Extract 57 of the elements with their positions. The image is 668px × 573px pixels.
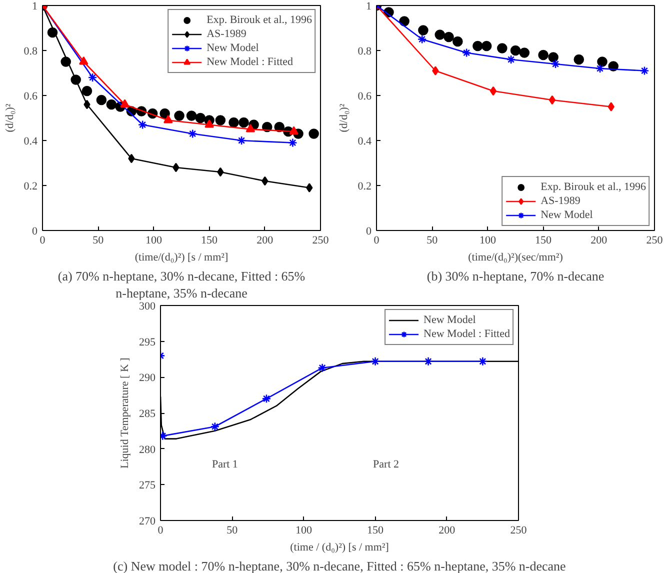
x-tick-label: 0 xyxy=(158,524,164,536)
legend-label: New Model xyxy=(540,208,593,222)
x-tick-label: 150 xyxy=(201,234,218,246)
legend-label: New Model : Fitted xyxy=(424,327,510,341)
x-tick-label: 150 xyxy=(535,234,552,246)
y-tick-label: 300 xyxy=(139,300,156,312)
x-tick-label: 150 xyxy=(367,524,384,536)
legend-label: AS-1989 xyxy=(540,194,580,208)
x-tick-label: 50 xyxy=(226,524,238,536)
y-tick-label: 0.4 xyxy=(24,136,38,148)
x-tick-label: 0 xyxy=(374,234,380,246)
x-tick-label: 250 xyxy=(646,234,664,246)
y-tick-label: 0.6 xyxy=(358,90,372,102)
legend-label: AS-1989 xyxy=(206,27,246,41)
x-tick-label: 100 xyxy=(479,234,496,246)
y-tick-label: 285 xyxy=(139,408,156,420)
annotation: Part 2 xyxy=(373,458,400,471)
y-axis-title: Liquid Temperature [ K ] xyxy=(119,358,131,469)
x-axis-title: (time/(d₀)²) [s / mm²] xyxy=(134,252,228,264)
text: (c) New model : 70% n-heptane, 30% n-decane, Fitted : 65% n-heptane, 35% n-decane xyxy=(113,558,566,573)
x-tick-label: 100 xyxy=(145,234,162,246)
y-tick-label: 0.8 xyxy=(24,46,38,58)
x-tick-label: 50 xyxy=(426,234,438,246)
y-tick-label: 0.6 xyxy=(24,90,38,102)
y-tick-label: 280 xyxy=(139,444,156,456)
legend-label: New Model xyxy=(424,313,476,327)
x-tick-label: 0 xyxy=(40,234,46,246)
x-tick-label: 250 xyxy=(312,234,330,246)
legend-label: Exp. Birouk et al., 1996 xyxy=(206,13,312,27)
y-tick-label: 0.4 xyxy=(358,136,372,148)
x-tick-label: 200 xyxy=(438,524,456,536)
y-tick-label: 270 xyxy=(139,516,156,528)
text: (a) 70% n-heptane, 30% n-decane, Fitted : 65% n-heptane, 35% n-decane xyxy=(58,268,306,300)
x-axis-title: (time / (d₀)²) [s / mm²] xyxy=(290,542,389,554)
y-tick-label: 0.2 xyxy=(358,180,372,192)
x-tick-label: 200 xyxy=(590,234,608,246)
y-tick-label: 290 xyxy=(139,372,156,384)
y-tick-label: 275 xyxy=(139,480,156,492)
x-tick-label: 200 xyxy=(256,234,274,246)
text: (b) 30% n-heptane, 70% n-decane xyxy=(426,268,604,284)
x-tick-label: 100 xyxy=(295,524,312,536)
y-tick-label: 1 xyxy=(32,0,38,12)
legend-label: Exp. Birouk et al., 1996 xyxy=(540,180,646,194)
y-tick-label: 0 xyxy=(32,226,38,238)
x-tick-label: 50 xyxy=(92,234,104,246)
annotation: Part 1 xyxy=(212,458,238,471)
x-tick-label: 250 xyxy=(510,524,528,536)
y-tick-label: 0.8 xyxy=(358,46,372,58)
x-axis-title: (time/(d₀)²)(sec/mm²) xyxy=(468,252,564,264)
legend-label: New Model : Fitted xyxy=(206,55,294,69)
y-axis-title: (d/d₀)² xyxy=(338,103,350,132)
y-tick-label: 295 xyxy=(139,336,156,348)
y-tick-label: 0 xyxy=(366,226,372,238)
y-tick-label: 0.2 xyxy=(24,180,38,192)
legend-label: New Model xyxy=(206,41,259,55)
y-tick-label: 1 xyxy=(366,0,372,12)
y-axis-title: (d/d₀)² xyxy=(4,103,16,132)
